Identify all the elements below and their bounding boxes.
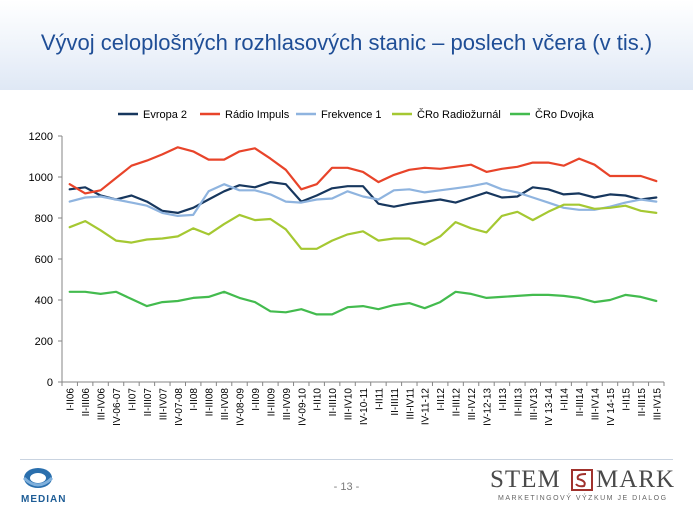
x-tick-label: IV 13-14 <box>544 388 555 426</box>
x-tick-label: II-III10 <box>328 388 339 417</box>
x-tick-label: III-IV14 <box>591 388 602 421</box>
mark-logo-word: MARK <box>596 466 676 493</box>
x-tick-label: I-II14 <box>560 388 571 411</box>
x-tick-label: III-IV09 <box>282 388 293 421</box>
x-tick-label: I-II11 <box>374 388 385 410</box>
x-tick-label: IV-09-10 <box>297 388 308 426</box>
x-tick-label: III-IV11 <box>405 388 416 420</box>
series-line <box>68 290 658 316</box>
x-tick-label: I-II09 <box>251 388 262 411</box>
x-tick-label: II-III11 <box>390 388 401 416</box>
x-tick-label: I-II13 <box>498 388 509 411</box>
series-line <box>68 146 658 195</box>
legend-label: Frekvence 1 <box>321 109 382 121</box>
x-tick-label: II-III07 <box>143 388 154 417</box>
stem-logo-tagline: MARKETINGOVÝ VÝZKUM JE DIALOG <box>498 495 668 502</box>
x-tick-label: IV-08-09 <box>236 388 247 426</box>
x-tick-label: II-III13 <box>513 388 524 417</box>
series-line <box>68 203 658 250</box>
x-tick-label: I-II08 <box>189 388 200 411</box>
y-tick-label: 600 <box>35 254 53 266</box>
page-number: - 13 - <box>333 481 360 493</box>
stem-logo-word: STEM <box>490 466 561 493</box>
x-tick-label: III-IV06 <box>97 388 108 421</box>
slide-title: Vývoj celoplošných rozhlasových stanic –… <box>40 30 653 55</box>
legend-label: ČRo Radiožurnál <box>417 108 501 121</box>
x-tick-label: III-IV15 <box>652 388 663 421</box>
x-tick-label: III-IV12 <box>467 388 478 421</box>
x-tick-label: IV-06-07 <box>112 388 123 426</box>
x-tick-label: IV 14-15 <box>606 388 617 426</box>
x-tick-label: IV-12-13 <box>482 388 493 426</box>
x-tick-label: I-II07 <box>127 388 138 411</box>
legend-label: Evropa 2 <box>143 109 187 121</box>
y-tick-label: 400 <box>35 295 53 307</box>
x-tick-label: II-III09 <box>266 388 277 417</box>
y-tick-label: 1200 <box>29 131 53 143</box>
median-logo-text: MEDIAN <box>21 494 67 505</box>
legend-label: Rádio Impuls <box>225 109 290 121</box>
y-tick-label: 200 <box>35 336 53 348</box>
x-tick-label: II-III14 <box>575 388 586 417</box>
x-tick-label: II-III06 <box>81 388 92 417</box>
legend-label: ČRo Dvojka <box>535 108 595 121</box>
x-tick-label: III-IV10 <box>344 388 355 421</box>
x-tick-label: IV-10-11 <box>359 388 370 425</box>
footer-divider <box>20 459 673 460</box>
x-tick-label: I-II10 <box>313 388 324 411</box>
y-tick-label: 1000 <box>29 172 53 184</box>
x-tick-label: III-IV08 <box>220 388 231 421</box>
x-tick-label: II-III12 <box>452 388 463 417</box>
x-tick-label: III-IV13 <box>529 388 540 421</box>
x-tick-label: III-IV07 <box>158 388 169 421</box>
stem-mark-logo: STEM MARK MARKETINGOVÝ VÝZKUM JE DIALOG <box>490 466 680 506</box>
x-tick-label: IV-07-08 <box>174 388 185 426</box>
series-line <box>68 182 658 217</box>
x-tick-label: I-II12 <box>436 388 447 411</box>
stem-logo-box-icon <box>571 469 593 491</box>
line-chart: 0 200 400 600 800 1000 1200 I-II06 II-III06 III-I… <box>29 108 665 426</box>
title-band <box>0 0 693 90</box>
y-tick-label: 0 <box>47 377 53 389</box>
median-logo-icon <box>22 468 54 488</box>
series-line <box>68 181 658 214</box>
x-tick-label: II-III15 <box>637 388 648 417</box>
x-tick-label: I-II06 <box>66 388 77 411</box>
x-tick-label: IV-11-12 <box>421 388 432 425</box>
y-tick-label: 800 <box>35 213 53 225</box>
x-tick-label: II-III08 <box>205 388 216 417</box>
x-tick-label: I-II15 <box>621 388 632 411</box>
